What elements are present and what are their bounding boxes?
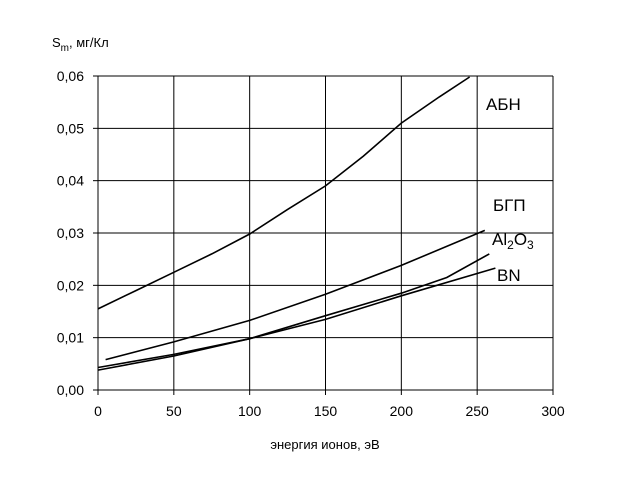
series-label-abn: АБН <box>486 95 521 114</box>
x-tick-labels: 0 50 100 150 200 250 300 <box>94 390 565 419</box>
y-tick-label: 0,02 <box>57 277 84 293</box>
y-axis-title: Sm, мг/Кл <box>52 35 109 54</box>
x-tick-label: 100 <box>238 403 262 419</box>
x-tick-label: 150 <box>314 403 338 419</box>
y-tick-labels: 0,00 0,01 0,02 0,03 0,04 0,05 0,06 <box>57 68 98 398</box>
y-tick-label: 0,01 <box>57 330 84 346</box>
y-axis-title-sub: m <box>61 43 69 54</box>
series-line-al2o3 <box>97 253 490 369</box>
al2o3-part-al: Al <box>492 230 507 249</box>
grid <box>98 75 554 390</box>
series-line-abn <box>97 76 471 310</box>
y-tick-label: 0,03 <box>57 225 84 241</box>
series-label-al2o3: Al2O3 <box>492 230 534 252</box>
series-lines <box>97 76 496 371</box>
y-axis-title-main: S <box>52 35 61 50</box>
y-tick-label: 0,06 <box>57 68 84 84</box>
series-label-bn: BN <box>497 266 521 285</box>
series-line-bn <box>97 267 496 371</box>
y-tick-label: 0,05 <box>57 120 84 136</box>
x-tick-label: 250 <box>465 403 489 419</box>
y-tick-label: 0,00 <box>57 382 84 398</box>
al2o3-part-3: 3 <box>527 238 534 252</box>
series-label-bgp: БГП <box>493 196 526 215</box>
x-tick-label: 0 <box>94 403 102 419</box>
x-tick-label: 300 <box>541 403 565 419</box>
x-tick-label: 50 <box>166 403 182 419</box>
series-line-bgp <box>105 229 486 361</box>
al2o3-part-2: 2 <box>507 238 514 252</box>
y-axis-title-rest: , мг/Кл <box>69 35 109 50</box>
x-tick-label: 200 <box>390 403 414 419</box>
y-tick-label: 0,04 <box>57 173 84 189</box>
x-axis-title: энергия ионов, эВ <box>270 437 379 452</box>
al2o3-part-o: O <box>514 230 527 249</box>
